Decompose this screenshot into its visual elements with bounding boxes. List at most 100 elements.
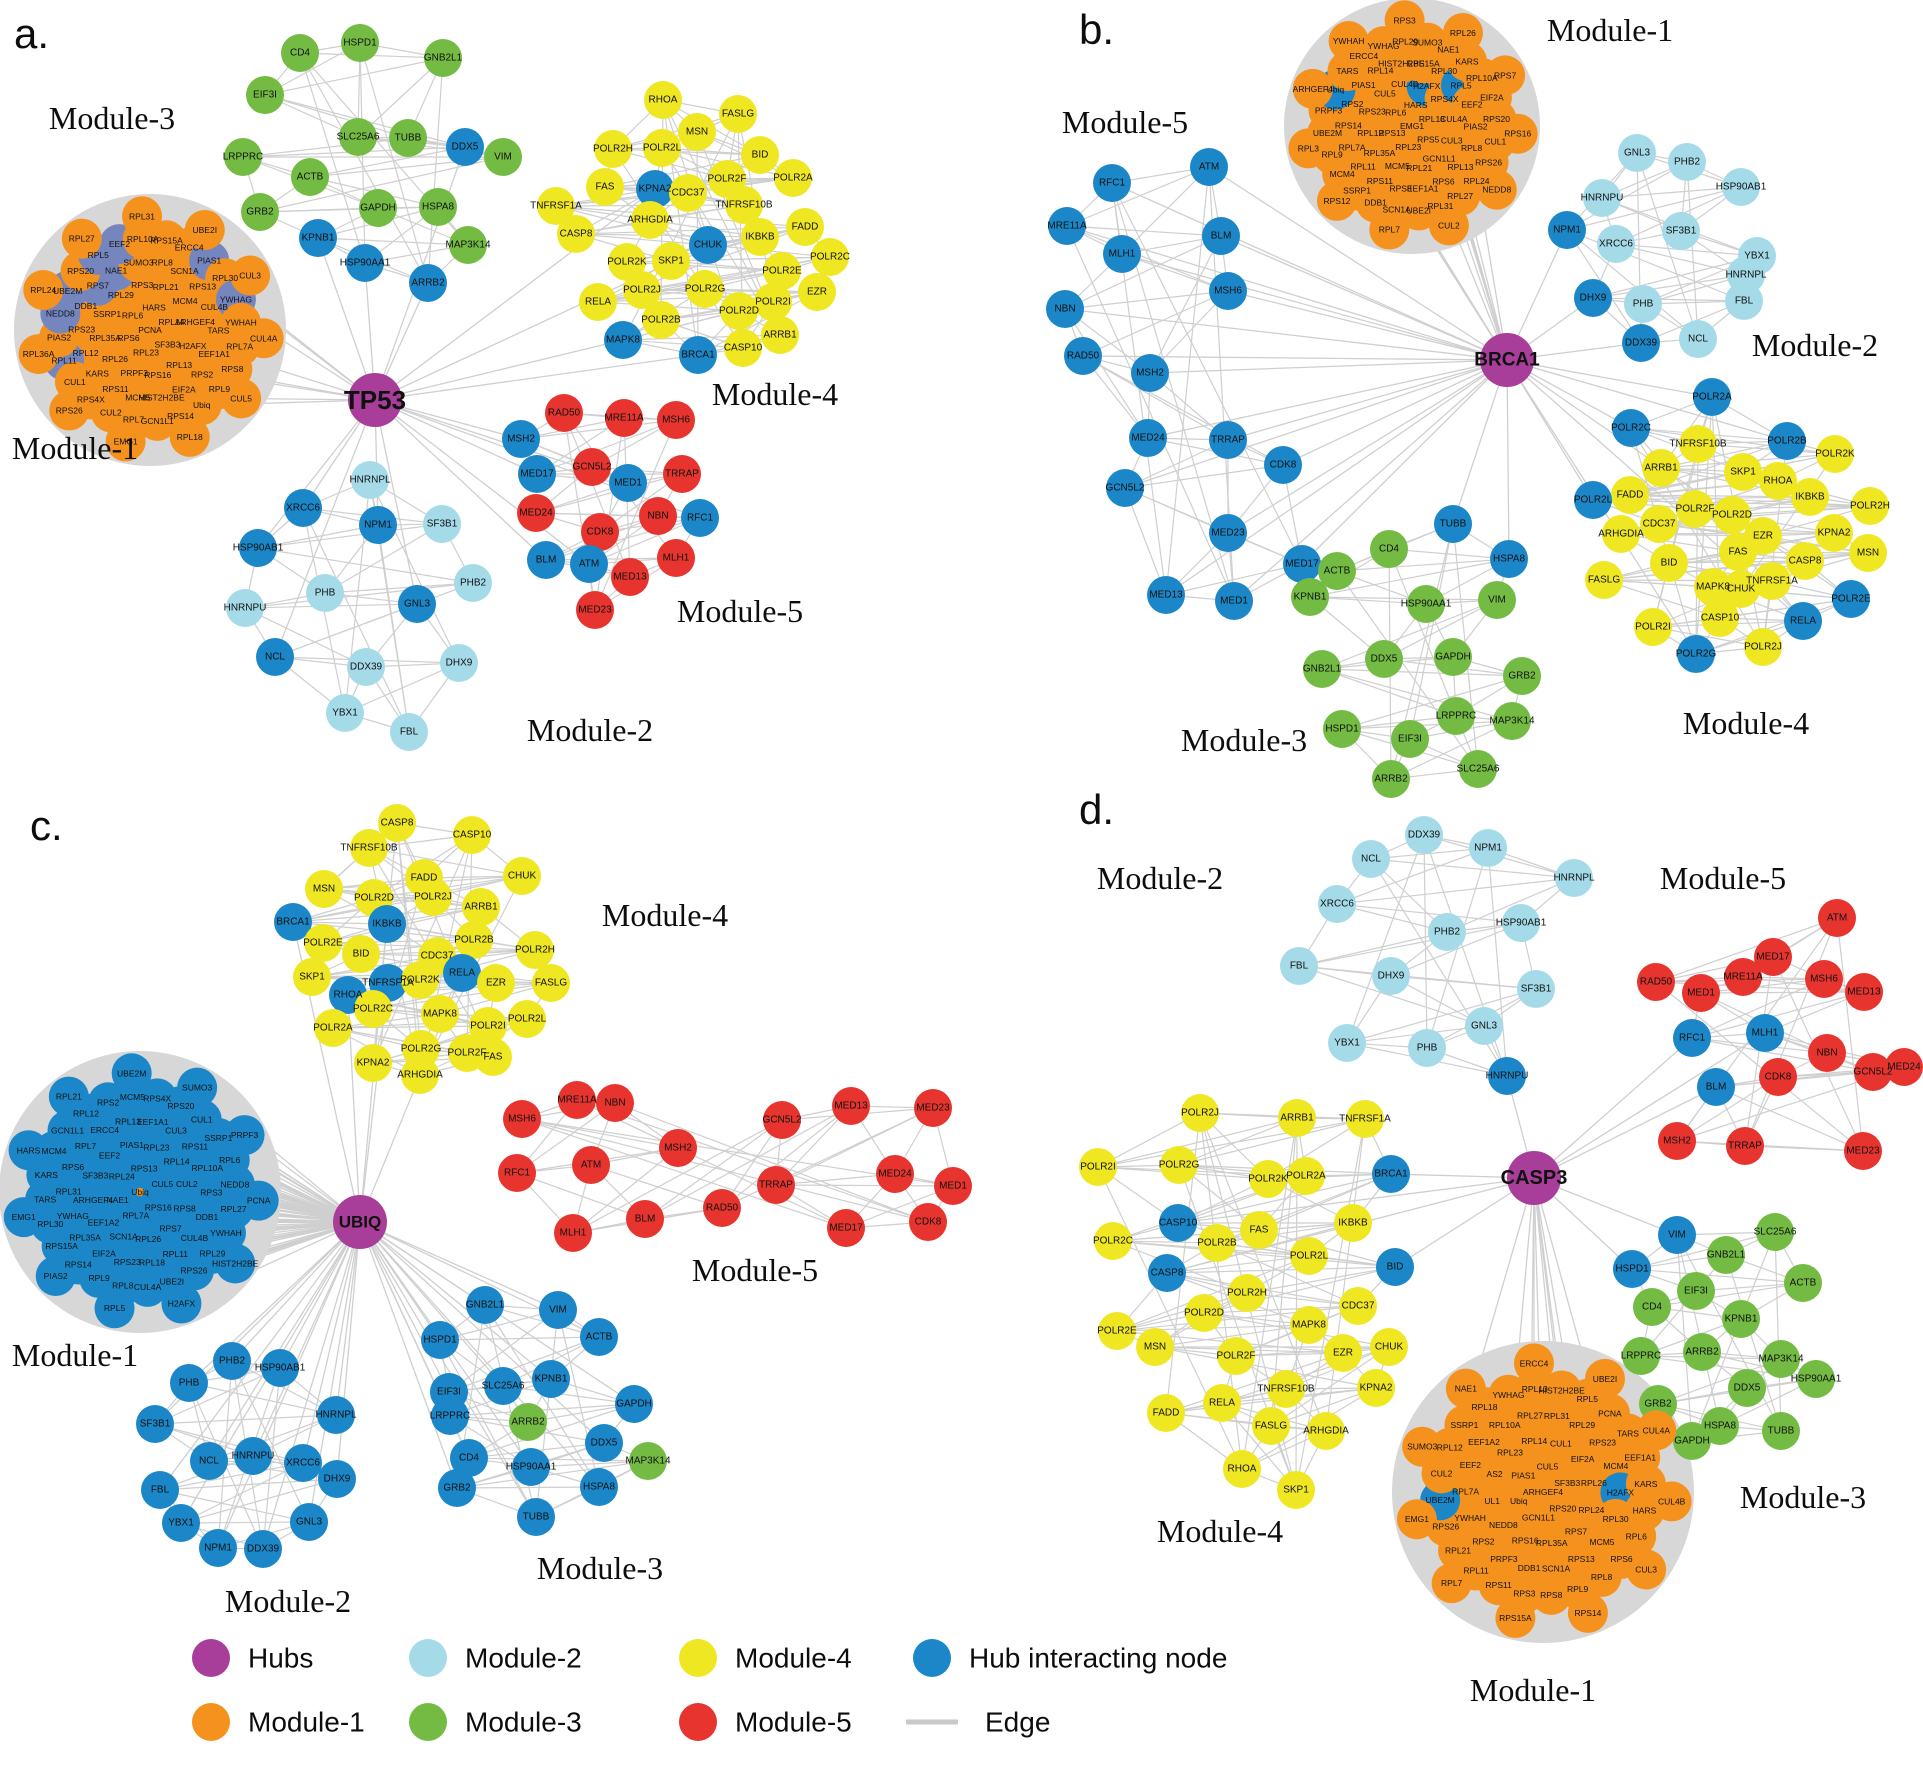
node-FBL[interactable] [141, 1471, 179, 1509]
node-CUL4B[interactable] [1651, 1481, 1692, 1522]
node-RAD50[interactable] [703, 1189, 741, 1227]
node-EMG1[interactable] [105, 421, 146, 462]
node-MSN[interactable] [1136, 1328, 1174, 1366]
node-NPM1[interactable] [199, 1529, 237, 1567]
node-PHB[interactable] [306, 574, 344, 612]
node-MAPK8[interactable] [604, 321, 642, 359]
node-CUL4A[interactable] [243, 318, 284, 359]
node-HNRNPU[interactable] [226, 589, 264, 627]
node-TRRAP[interactable] [663, 455, 701, 493]
node-POLR2D[interactable] [720, 292, 758, 330]
node-GAPDH[interactable] [1434, 638, 1472, 676]
node-HSP90AB1[interactable] [239, 529, 277, 567]
node-CASP8[interactable] [1148, 1254, 1186, 1292]
node-ARRB1[interactable] [462, 888, 500, 926]
node-POLR2J[interactable] [1744, 628, 1782, 666]
node-GRB2[interactable] [241, 193, 279, 231]
node-ARRB1[interactable] [1278, 1099, 1316, 1137]
node-ARHGDIA[interactable] [631, 201, 669, 239]
node-CD4[interactable] [1633, 1288, 1671, 1326]
node-RHOA[interactable] [1759, 462, 1797, 500]
node-MED13[interactable] [1845, 973, 1883, 1011]
node-NPM1[interactable] [1548, 211, 1586, 249]
node-HNRNPL[interactable] [1555, 859, 1593, 897]
node-DDX39[interactable] [244, 1530, 282, 1568]
node-HSPA8[interactable] [1490, 540, 1528, 578]
node-DHX9[interactable] [318, 1460, 356, 1498]
node-CUL3[interactable] [1626, 1549, 1667, 1590]
node-POLR2L[interactable] [643, 129, 681, 167]
node-SUMO3[interactable] [177, 1067, 218, 1108]
node-MSN[interactable] [678, 113, 716, 151]
node-NCL[interactable] [1352, 840, 1390, 878]
node-SF3B1[interactable] [136, 1405, 174, 1443]
node-MED17[interactable] [518, 455, 556, 493]
node-GCN5L2[interactable] [1854, 1053, 1892, 1091]
node-RPL26[interactable] [1442, 13, 1483, 54]
node-KPNB1[interactable] [532, 1360, 570, 1398]
node-TNFRSF1A[interactable] [537, 187, 575, 225]
node-CASP10[interactable] [724, 329, 762, 367]
node-TUBB[interactable] [1762, 1412, 1800, 1450]
node-MSH6[interactable] [1805, 960, 1843, 998]
node-NBN[interactable] [1808, 1034, 1846, 1072]
node-CHUK[interactable] [1722, 570, 1760, 608]
node-EZR[interactable] [798, 273, 836, 311]
node-RPL31[interactable] [122, 196, 163, 237]
node-SLC25A6[interactable] [1459, 750, 1497, 788]
node-CASP10[interactable] [1159, 1204, 1197, 1242]
node-DDX5[interactable] [585, 1424, 623, 1462]
node-HSPD1[interactable] [1613, 1250, 1651, 1288]
node-ACTB[interactable] [1784, 1264, 1822, 1302]
node-EZR[interactable] [477, 964, 515, 1002]
node-ARRB1[interactable] [761, 316, 799, 354]
node-RELA[interactable] [1784, 602, 1822, 640]
node-HSPA8[interactable] [580, 1468, 618, 1506]
node-POLR2H[interactable] [1851, 487, 1889, 525]
node-MLH1[interactable] [1746, 1014, 1784, 1052]
node-CDK8[interactable] [1264, 446, 1302, 484]
node-POLR2E[interactable] [304, 924, 342, 962]
node-MED13[interactable] [611, 558, 649, 596]
node-POLR2L[interactable] [508, 1000, 546, 1038]
node-MSH6[interactable] [657, 401, 695, 439]
node-BLM[interactable] [1697, 1068, 1735, 1106]
node-GNL3[interactable] [1618, 134, 1656, 172]
node-MSH2[interactable] [1131, 354, 1169, 392]
node-YBX1[interactable] [326, 694, 364, 732]
node-BLM[interactable] [1202, 217, 1240, 255]
node-HSPA8[interactable] [419, 188, 457, 226]
node-GAPDH[interactable] [359, 189, 397, 227]
node-FBL[interactable] [390, 713, 428, 751]
node-ARRB1[interactable] [1642, 449, 1680, 487]
node-MED13[interactable] [832, 1087, 870, 1125]
hub-node-UBIQ[interactable] [333, 1195, 387, 1249]
node-CUL2[interactable] [1428, 205, 1469, 246]
node-RELA[interactable] [579, 283, 617, 321]
node-CDK8[interactable] [909, 1203, 947, 1241]
node-BLM[interactable] [626, 1200, 664, 1238]
node-CASP10[interactable] [1701, 599, 1739, 637]
node-SF3B1[interactable] [1517, 970, 1555, 1008]
node-CASP8[interactable] [1786, 542, 1824, 580]
node-POLR2C[interactable] [354, 990, 392, 1028]
node-SLC25A6[interactable] [339, 118, 377, 156]
node-RPS16[interactable] [1497, 113, 1538, 154]
node-MAP3K14[interactable] [449, 226, 487, 264]
node-HSPD1[interactable] [421, 1321, 459, 1359]
node-POLR2E[interactable] [763, 252, 801, 290]
node-DHX9[interactable] [440, 644, 478, 682]
node-RELA[interactable] [1203, 1384, 1241, 1422]
node-RFC1[interactable] [1093, 164, 1131, 202]
node-RPS26[interactable] [49, 390, 90, 431]
node-MED23[interactable] [1844, 1132, 1882, 1170]
node-MRE11A[interactable] [1048, 207, 1086, 245]
node-NBN[interactable] [1046, 290, 1084, 328]
node-FASLG[interactable] [1252, 1407, 1290, 1445]
node-TRRAP[interactable] [757, 1166, 795, 1204]
node-BID[interactable] [741, 136, 779, 174]
node-LRPPRC[interactable] [431, 1397, 469, 1435]
node-ATM[interactable] [572, 1146, 610, 1184]
node-FBL[interactable] [1280, 947, 1318, 985]
node-POLR2F[interactable] [1676, 490, 1714, 528]
